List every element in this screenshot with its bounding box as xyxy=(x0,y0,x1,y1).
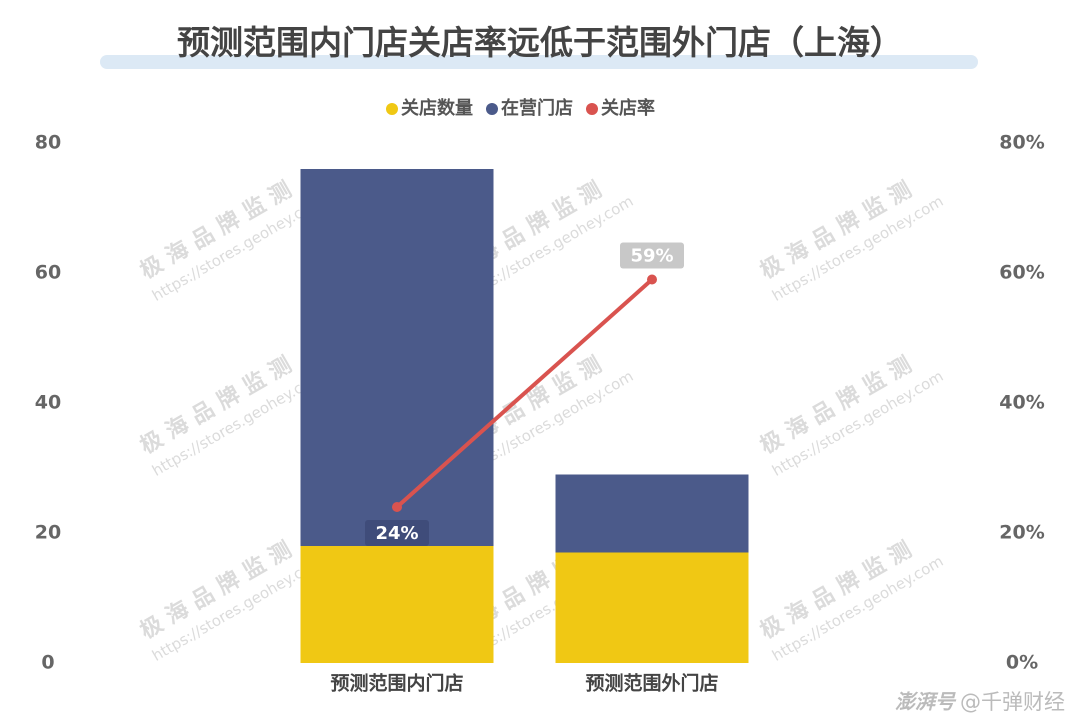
legend-label: 在营门店 xyxy=(501,97,573,119)
legend-marker xyxy=(586,103,598,115)
x-tick-label: 预测范围内门店 xyxy=(330,672,463,695)
line xyxy=(395,278,654,509)
y2-tick-label: 60% xyxy=(999,262,1044,284)
source-logo: 澎湃号 xyxy=(895,690,957,714)
chart-title: 预测范围内门店关店率远低于范围外门店（上海） xyxy=(177,23,903,62)
legend-label: 关店率 xyxy=(601,97,655,119)
y2-tick-label: 0% xyxy=(1006,652,1038,674)
bar xyxy=(300,546,494,663)
data-label: 24% xyxy=(375,523,418,544)
data-label-box xyxy=(365,520,429,546)
y2-tick-label: 40% xyxy=(999,392,1044,414)
y-tick-label: 80 xyxy=(35,132,61,154)
y-tick-label: 40 xyxy=(35,392,61,414)
bar xyxy=(300,169,494,546)
legend-marker xyxy=(486,103,498,115)
bar xyxy=(555,552,749,663)
x-tick-label: 预测范围外门店 xyxy=(585,672,718,695)
legend-marker xyxy=(386,103,398,115)
legend-label: 关店数量 xyxy=(401,97,473,119)
y2-tick-label: 80% xyxy=(999,132,1044,154)
source: @千弹财经 xyxy=(960,690,1065,714)
data-label-box xyxy=(620,242,684,269)
y-tick-label: 0 xyxy=(41,652,54,674)
legend: 关店数量 在营门店 关店率 xyxy=(386,97,655,119)
line-point xyxy=(647,274,657,285)
bar xyxy=(555,474,749,553)
y-tick-label: 20 xyxy=(35,522,61,544)
line-point xyxy=(392,502,402,512)
y-tick-label: 60 xyxy=(35,262,61,284)
title-underline xyxy=(100,55,978,69)
plot: 0 20 40 60 80 0% 20% 40% 60% 80% 关店数量 在营门店 关店率预测范围内门… xyxy=(35,97,1045,695)
y2-tick-label: 20% xyxy=(999,522,1044,544)
data-label: 59% xyxy=(630,246,673,267)
